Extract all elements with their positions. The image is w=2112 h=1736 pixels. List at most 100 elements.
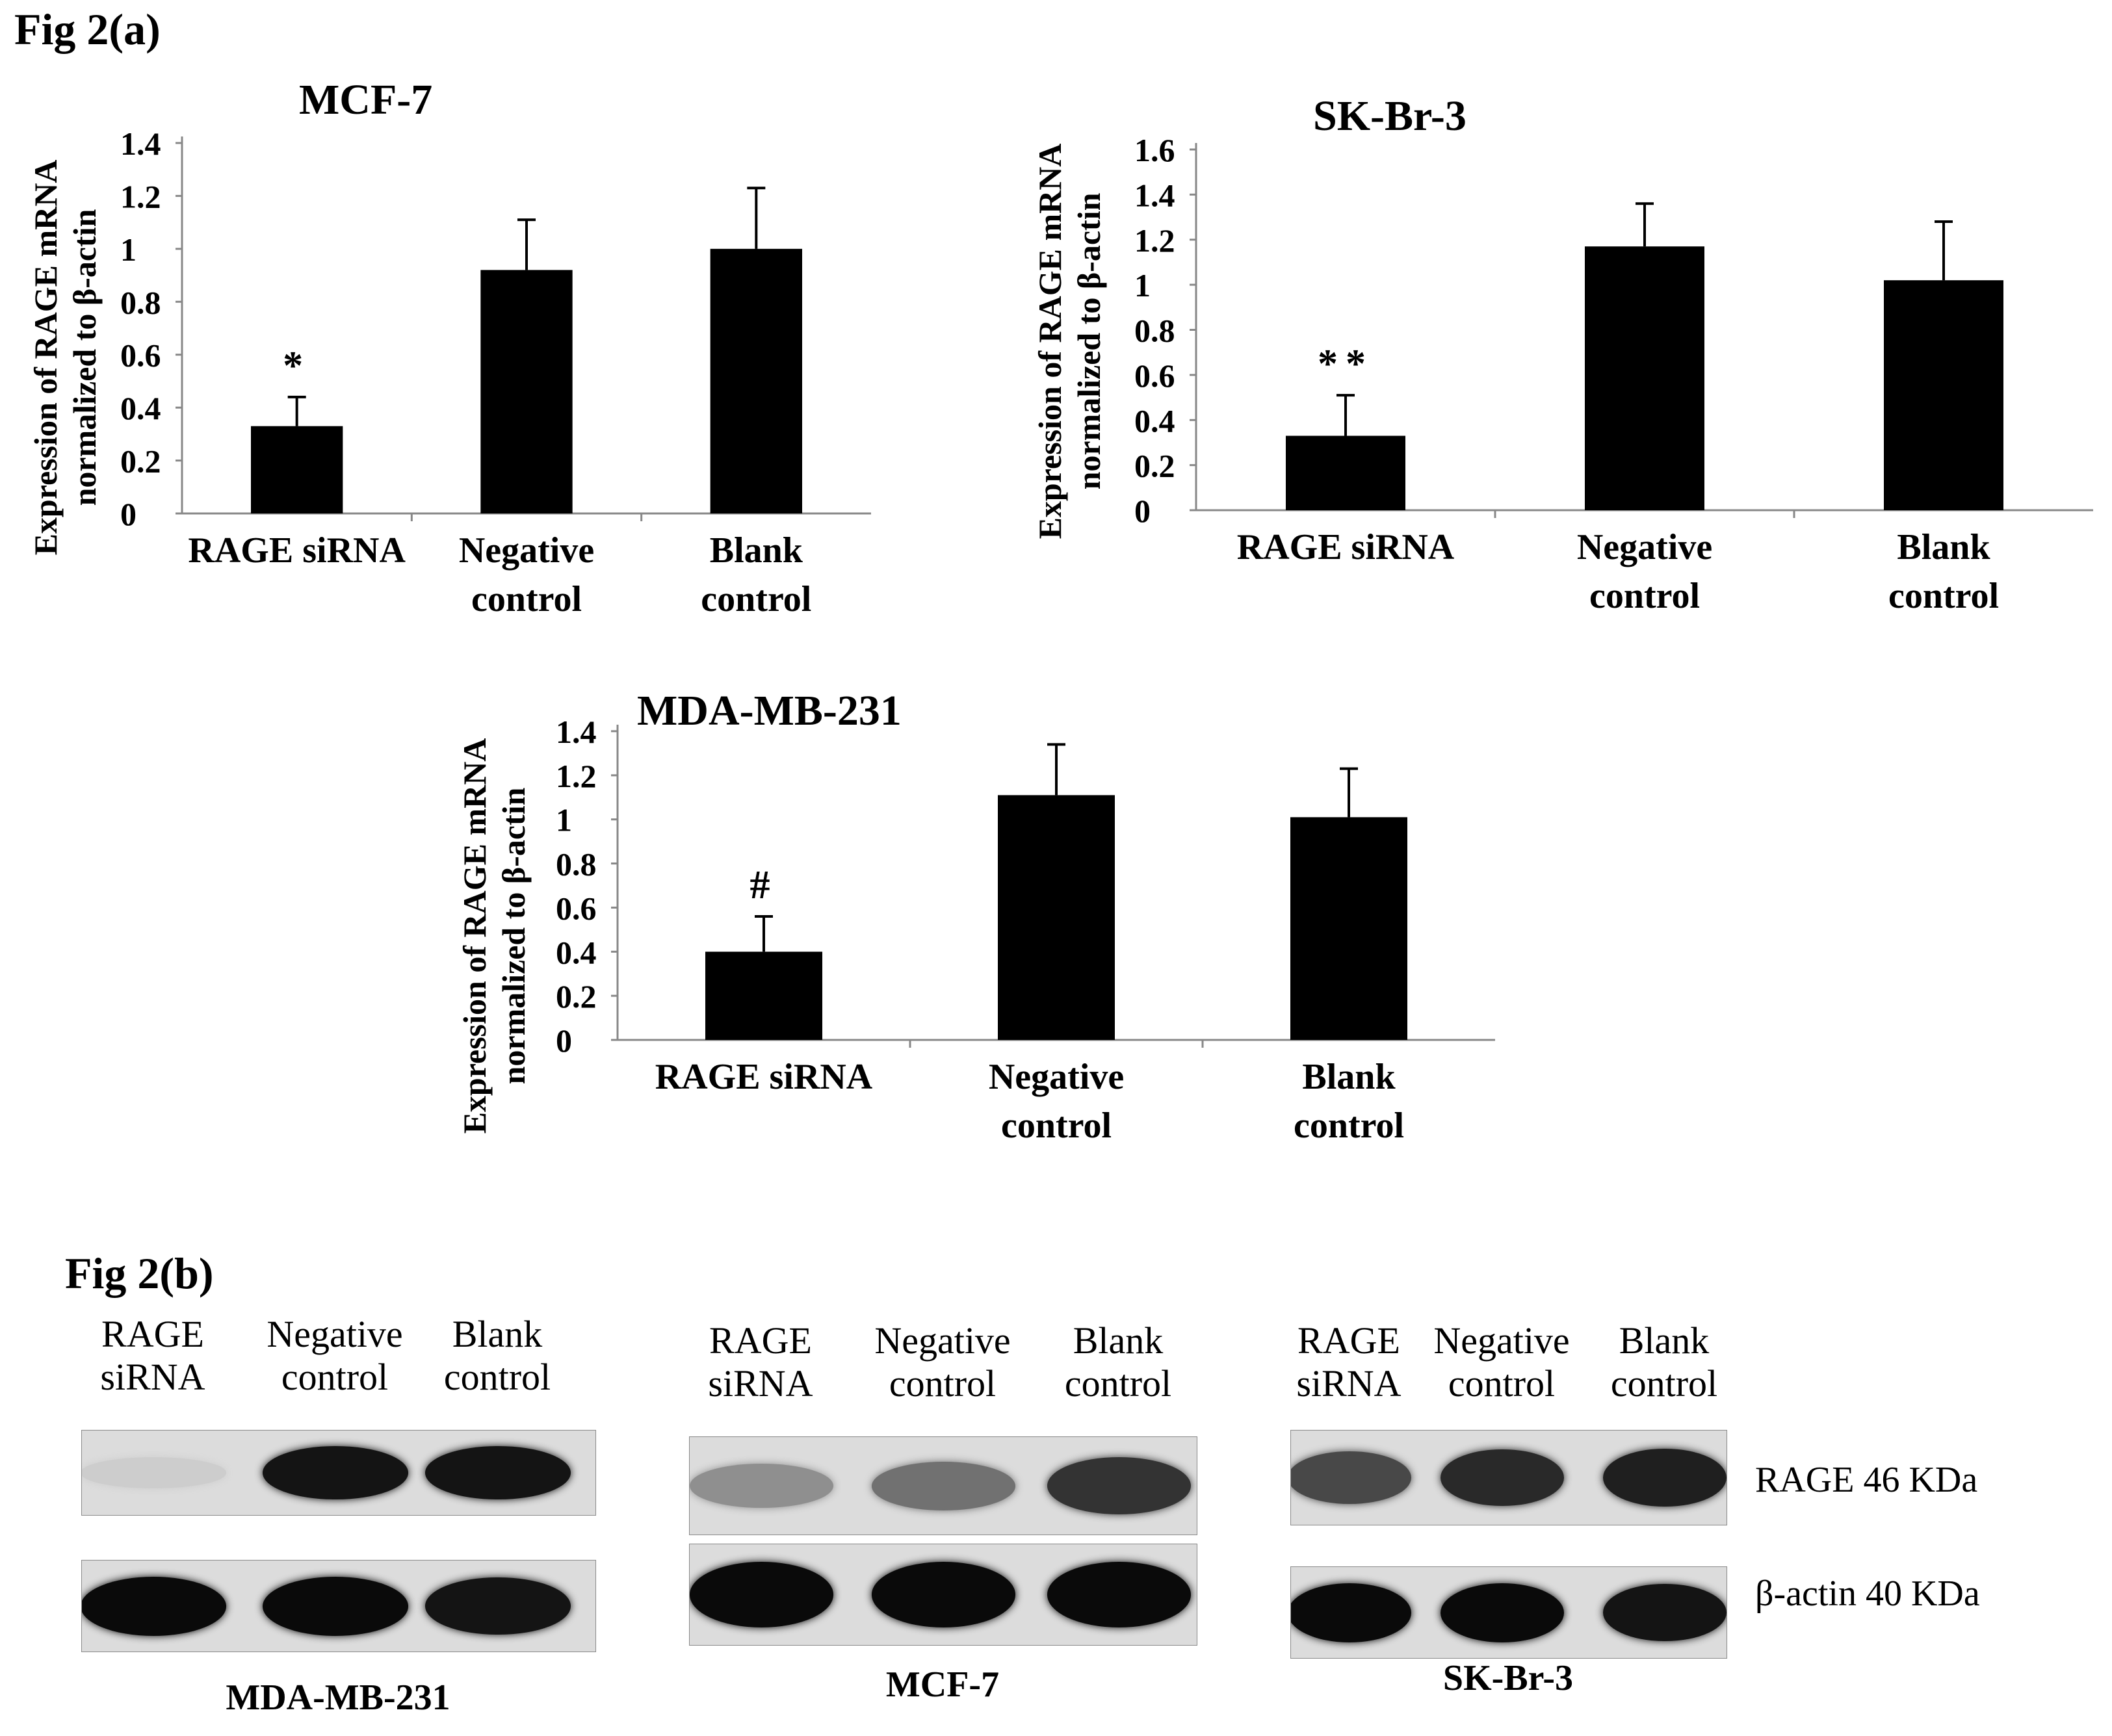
x-category-label: control — [1888, 576, 1999, 616]
chart-mcf7: Expression of RAGE mRNA normalized to β-… — [0, 65, 897, 637]
lane-label: RAGE siRNA — [68, 1313, 237, 1399]
lane-label-line2: siRNA — [1296, 1362, 1401, 1405]
blot-band — [1047, 1562, 1191, 1627]
blot-band — [1441, 1583, 1564, 1642]
bar — [1286, 435, 1405, 510]
blot-band — [1441, 1449, 1564, 1507]
y-tick-label: 0.8 — [120, 284, 161, 320]
lane-label: Blank control — [413, 1313, 582, 1399]
y-tick-label: 0.6 — [556, 890, 597, 926]
x-category-label: Negative — [989, 1057, 1124, 1097]
actin-band-strip — [81, 1560, 596, 1652]
lane-label: Blank control — [1580, 1319, 1749, 1405]
lane-label-line2: control — [1064, 1362, 1172, 1405]
y-tick-label: 0 — [556, 1022, 572, 1059]
significance-annotation: # — [750, 863, 778, 907]
lane-label-line1: RAGE — [101, 1313, 204, 1355]
blot-band — [1603, 1583, 1727, 1642]
blot-band — [425, 1577, 571, 1635]
lane-label: Negative control — [250, 1313, 419, 1399]
blot-band — [871, 1461, 1015, 1510]
bar — [1585, 246, 1704, 510]
lane-label: Negative control — [858, 1319, 1027, 1405]
blot-skbr3: RAGE siRNA Negative control Blank control SK-B… — [1290, 1319, 1727, 1722]
bar — [710, 248, 802, 513]
y-tick-label: 1.2 — [556, 758, 597, 794]
actin-band-strip — [1290, 1566, 1727, 1659]
x-category-label: control — [701, 579, 811, 619]
significance-annotation: * — [283, 344, 311, 388]
blot-band — [1047, 1457, 1191, 1515]
lane-label-line2: control — [1448, 1362, 1556, 1405]
actin-band-strip — [689, 1544, 1197, 1646]
y-tick-label: 0 — [120, 496, 137, 532]
blot-band — [1603, 1448, 1727, 1507]
blot-band — [690, 1463, 833, 1509]
y-tick-label: 1.4 — [120, 125, 161, 162]
rage-marker-label: RAGE 46 KDa — [1755, 1460, 1978, 1500]
blot-band — [82, 1576, 226, 1636]
y-tick-label: 0.2 — [120, 443, 161, 480]
figure-a-label: Fig 2(a) — [14, 5, 161, 54]
lane-label-line1: Blank — [1619, 1319, 1710, 1362]
y-tick-label: 1.2 — [1134, 222, 1175, 259]
lane-label-line2: control — [889, 1362, 997, 1405]
x-category-label: control — [471, 579, 582, 619]
blot-mdamb231: RAGE siRNA Negative control Blank control MDA-… — [81, 1313, 596, 1718]
y-tick-label: 0.6 — [120, 337, 161, 374]
blot-band — [263, 1445, 408, 1500]
significance-annotation: ** — [1318, 342, 1374, 386]
y-tick-label: 0 — [1134, 493, 1151, 529]
lane-label-line1: Negative — [267, 1313, 403, 1355]
lane-label-line1: Blank — [452, 1313, 543, 1355]
blot-band — [82, 1457, 226, 1488]
lane-label-line2: control — [443, 1356, 551, 1398]
lane-label-line1: RAGE — [709, 1319, 812, 1362]
lane-label-line1: RAGE — [1297, 1319, 1400, 1362]
lane-label: Negative control — [1417, 1319, 1586, 1405]
lane-label: Blank control — [1034, 1319, 1203, 1405]
blot-band — [690, 1562, 833, 1627]
lane-label-line1: Negative — [874, 1319, 1011, 1362]
rage-band-strip — [81, 1430, 596, 1516]
blot-band — [263, 1576, 408, 1636]
x-category-label: control — [1294, 1106, 1404, 1146]
bar — [1290, 817, 1407, 1040]
rage-band-strip — [689, 1436, 1197, 1535]
lane-label: RAGE siRNA — [676, 1319, 845, 1405]
y-tick-label: 1 — [120, 231, 137, 268]
x-category-label: RAGE siRNA — [1237, 527, 1455, 567]
y-tick-label: 0.4 — [120, 390, 161, 426]
y-tick-label: 0.8 — [1134, 313, 1175, 349]
chart-svg: SK-Br-3 0 0.2 0.4 0.6 0.8 1 1.2 1.4 1.6 ** RAGE siR… — [1134, 92, 2093, 616]
lane-label-line2: control — [281, 1356, 389, 1398]
bar — [480, 270, 573, 513]
y-tick-label: 1 — [1134, 267, 1151, 304]
lane-label-line1: Blank — [1073, 1319, 1164, 1362]
blot-band — [1291, 1583, 1411, 1642]
blot-cell-line-label: MDA-MB-231 — [226, 1678, 450, 1718]
lane-label-line2: siRNA — [100, 1356, 205, 1398]
y-tick-label: 0.2 — [1134, 448, 1175, 484]
figure-b-label: Fig 2(b) — [65, 1249, 214, 1298]
chart-mdamb231: Expression of RAGE mRNA normalized to β-… — [442, 663, 1547, 1235]
lane-label-line1: Negative — [1433, 1319, 1570, 1362]
y-tick-label: 1.4 — [1134, 177, 1175, 213]
bar — [998, 795, 1115, 1040]
bar — [1884, 280, 2003, 510]
blot-cell-line-label: MCF-7 — [885, 1665, 1000, 1705]
y-tick-label: 1 — [556, 802, 572, 838]
y-tick-label: 1.2 — [120, 178, 161, 214]
chart-svg: MDA-MB-231 0 0.2 0.4 0.6 0.8 1 1.2 1.4 # RAGE siRN… — [556, 687, 1495, 1146]
y-tick-label: 0.4 — [1134, 402, 1175, 439]
lane-label-line2: control — [1610, 1362, 1718, 1405]
lane-label: RAGE siRNA — [1264, 1319, 1433, 1405]
lane-label-line2: siRNA — [708, 1362, 813, 1405]
y-tick-label: 0.8 — [556, 846, 597, 883]
x-category-label: RAGE siRNA — [655, 1057, 873, 1097]
x-category-label: Blank — [1302, 1057, 1396, 1097]
chart-title: SK-Br-3 — [1313, 92, 1467, 140]
actin-marker-label: β-actin 40 KDa — [1755, 1574, 1980, 1614]
x-category-label: Blank — [1897, 527, 1990, 567]
x-category-label: control — [1589, 576, 1700, 616]
